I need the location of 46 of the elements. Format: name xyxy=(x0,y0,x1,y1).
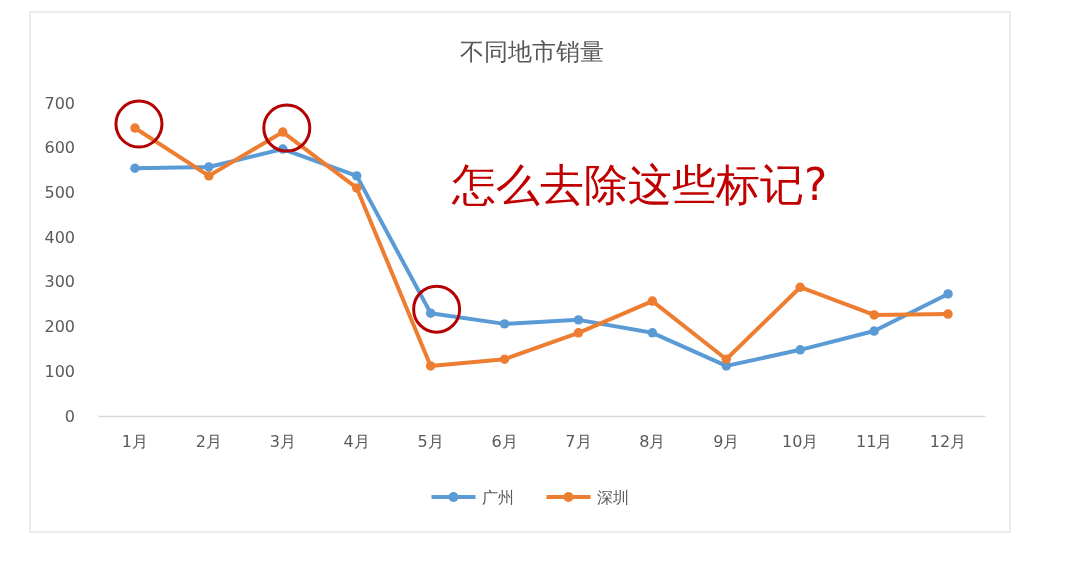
point xyxy=(130,163,140,173)
point xyxy=(204,162,214,172)
x-tick-label: 8月 xyxy=(639,432,666,452)
point xyxy=(573,315,584,325)
y-tick-label: 700 xyxy=(44,93,75,113)
point xyxy=(647,328,658,338)
x-tick-label: 4月 xyxy=(343,432,370,452)
point xyxy=(425,361,436,371)
point xyxy=(278,127,288,137)
x-tick-label: 12月 xyxy=(929,432,967,452)
x-tick-label: 3月 xyxy=(269,432,296,452)
point xyxy=(647,296,658,306)
legend-label: 深圳 xyxy=(596,488,629,507)
y-tick-label: 300 xyxy=(44,272,75,292)
annotation: 怎么去除这些标记? xyxy=(451,159,828,210)
y-tick-label: 0 xyxy=(64,406,75,426)
x-tick-label: 10月 xyxy=(782,432,819,452)
point xyxy=(499,354,510,364)
point xyxy=(943,309,953,319)
point xyxy=(130,123,140,133)
x-tick-label: 5月 xyxy=(417,432,444,452)
point xyxy=(425,308,436,318)
x-tick-label: 6月 xyxy=(491,432,518,452)
point xyxy=(795,345,805,355)
x-tick-label: 1月 xyxy=(121,432,149,452)
point xyxy=(573,328,584,338)
point xyxy=(499,319,510,329)
point xyxy=(869,310,879,320)
point xyxy=(869,326,879,336)
chart-title: 不同地市销量 xyxy=(459,38,604,66)
x-tick-label: 2月 xyxy=(195,432,222,452)
y-tick-label: 600 xyxy=(44,138,75,158)
point xyxy=(795,282,805,292)
legend-label: 广州 xyxy=(481,488,514,507)
y-tick-label: 200 xyxy=(44,317,75,337)
y-tick-label: 500 xyxy=(44,183,75,203)
x-tick-label: 11月 xyxy=(855,432,893,452)
point xyxy=(351,183,362,193)
point xyxy=(204,171,214,181)
x-tick-label: 7月 xyxy=(565,432,592,452)
y-tick-label: 400 xyxy=(44,227,75,247)
x-tick-label: 9月 xyxy=(713,432,740,452)
point xyxy=(943,289,953,299)
point xyxy=(721,354,732,364)
point xyxy=(351,171,362,181)
y-tick-label: 100 xyxy=(44,361,75,381)
